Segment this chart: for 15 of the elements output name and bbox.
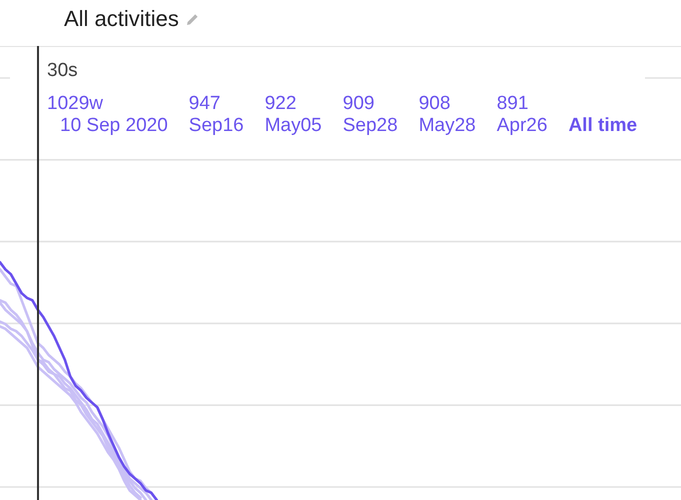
text: Apr26 bbox=[496, 115, 548, 137]
text: 947 bbox=[188, 93, 222, 115]
text: 1029w bbox=[47, 93, 104, 115]
text: Sep16 bbox=[188, 115, 244, 137]
text: 909 bbox=[342, 93, 376, 115]
text: 908 bbox=[418, 93, 452, 115]
text: 30s bbox=[47, 60, 78, 81]
text: All time bbox=[568, 115, 638, 137]
text: May28 bbox=[418, 115, 476, 137]
text: May05 bbox=[264, 115, 322, 137]
text: 922 bbox=[264, 93, 298, 115]
text: 891 bbox=[496, 93, 530, 115]
chart-title: All activities bbox=[64, 6, 179, 32]
text: 10 Sep 2020 bbox=[59, 115, 168, 137]
text: Sep28 bbox=[342, 115, 398, 137]
